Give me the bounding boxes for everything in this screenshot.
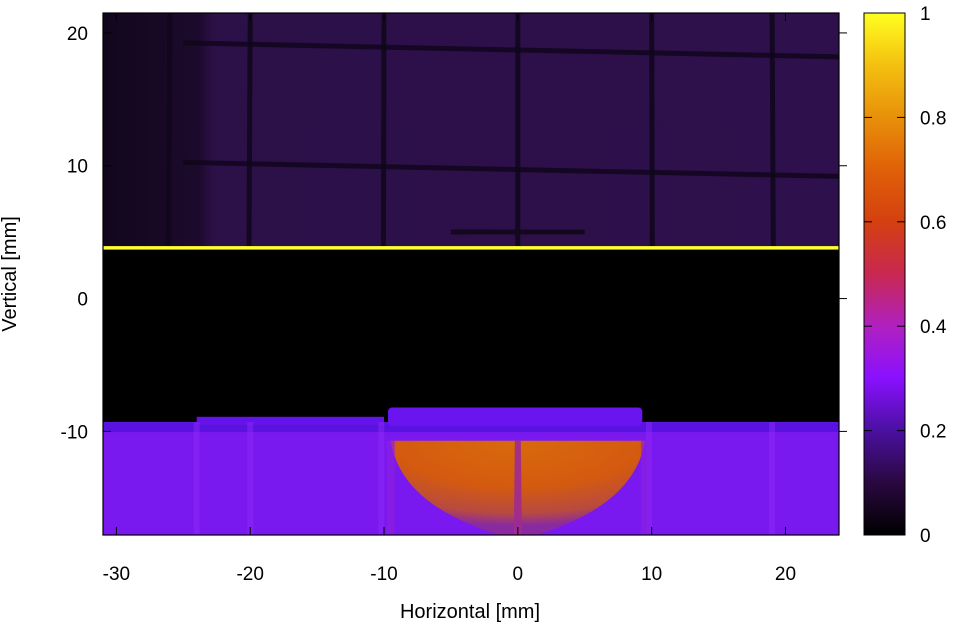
plot-frame (102, 12, 840, 536)
lobe-right-edge (640, 440, 649, 535)
region-dark-gap (103, 248, 839, 423)
colorbar-tick-label: 1 (920, 4, 931, 25)
heatmap-image (103, 13, 839, 535)
y-tick-label: 0 (77, 290, 88, 311)
x-tick-label: 10 (641, 564, 662, 585)
y-tick-label: 10 (67, 157, 88, 178)
plot-area (102, 12, 840, 536)
x-tick-label: -10 (370, 564, 397, 585)
x-tick-label: -20 (236, 564, 263, 585)
x-tick-label: 20 (775, 564, 796, 585)
region-bright-edge (103, 246, 839, 250)
colorbar-tick-label: 0.6 (920, 213, 946, 234)
x-tick-label: -30 (103, 564, 130, 585)
grid-shadow-horizontal (183, 40, 839, 60)
lobe-left-edge (386, 440, 395, 535)
lower-band-stripe (769, 422, 776, 535)
y-tick-label: 20 (67, 24, 88, 45)
colorbar-gradient (863, 12, 906, 536)
colorbar-tick-label: 0 (920, 526, 931, 547)
lobe-center-seam (513, 440, 522, 535)
grid-shadow-vertical (769, 13, 776, 247)
lower-band-stripe (193, 422, 200, 535)
dark-bar (450, 229, 585, 235)
grid-shadow-vertical (165, 13, 173, 247)
grid-shadow-vertical (246, 13, 253, 247)
lower-band-stripe (378, 422, 385, 535)
colorbar-tick-label: 0.8 (920, 108, 946, 129)
x-axis-label: Horizontal [mm] (400, 601, 540, 623)
x-tick-label: 0 (513, 564, 524, 585)
grid-shadow-vertical (380, 13, 387, 247)
grid-shadow-vertical (649, 13, 655, 247)
lower-band-stripe (247, 422, 254, 535)
lower-band-top-edge (103, 422, 839, 433)
lower-band-stripe (645, 422, 652, 535)
colorbar-tick-label: 0.2 (920, 422, 946, 443)
y-axis-label: Vertical [mm] (0, 216, 21, 332)
lower-band-step (388, 407, 643, 427)
axis-ticks: -30 -20 -10 0 10 20 -10 0 10 20 (61, 13, 847, 585)
y-tick-label: -10 (61, 422, 88, 443)
lower-band-step-left (196, 416, 385, 425)
colorbar: 0 0.2 0.4 0.6 0.8 1 (863, 4, 947, 547)
grid-shadow-horizontal (183, 159, 839, 179)
colorbar-tick-label: 0.4 (920, 317, 947, 338)
